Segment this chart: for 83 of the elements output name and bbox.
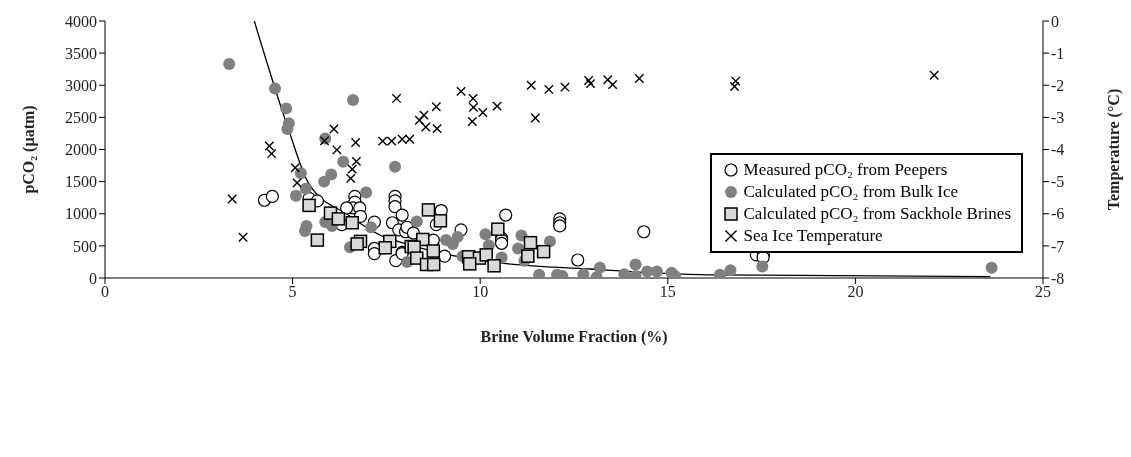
y2-tick-label: -5 bbox=[1051, 173, 1065, 191]
y2-tick-label: -2 bbox=[1051, 76, 1065, 94]
point bbox=[378, 241, 393, 255]
y-tick-label: 4000 bbox=[65, 12, 97, 30]
y2-tick-label: -3 bbox=[1051, 109, 1065, 127]
y2-tick-label: -7 bbox=[1051, 237, 1065, 255]
point bbox=[388, 200, 402, 214]
point bbox=[491, 222, 505, 236]
x-tick-label: 10 bbox=[472, 283, 489, 301]
point bbox=[543, 235, 556, 248]
y-axis-title: pCO₂ (µatm) bbox=[19, 105, 38, 194]
point bbox=[523, 235, 538, 250]
x-tick-label: 5 bbox=[288, 283, 297, 301]
y2-tick-label: -8 bbox=[1051, 269, 1065, 287]
point bbox=[337, 155, 350, 168]
point bbox=[479, 248, 493, 262]
y-tick-label: 2000 bbox=[65, 141, 97, 159]
y-tick-label: 1500 bbox=[65, 173, 97, 191]
point bbox=[433, 214, 448, 228]
point bbox=[298, 225, 311, 238]
point bbox=[985, 261, 998, 274]
point bbox=[347, 94, 360, 107]
x-axis-title: Brine Volume Fraction (%) bbox=[480, 328, 668, 346]
legend-label: Calculated pCO₂ from Sackhole Brines bbox=[743, 204, 1011, 224]
point bbox=[637, 225, 651, 239]
x-tick-label: 25 bbox=[1035, 283, 1051, 301]
point bbox=[345, 216, 360, 230]
point bbox=[426, 257, 441, 272]
point bbox=[629, 258, 642, 271]
point bbox=[223, 58, 236, 71]
y-tick-label: 3500 bbox=[65, 44, 97, 62]
y-tick-label: 1000 bbox=[65, 205, 97, 223]
point bbox=[571, 253, 585, 267]
point bbox=[367, 246, 381, 261]
point bbox=[618, 268, 631, 278]
point bbox=[521, 249, 535, 263]
y2-tick-label: -4 bbox=[1051, 141, 1065, 159]
point bbox=[299, 182, 312, 195]
point bbox=[756, 260, 769, 273]
point bbox=[360, 186, 373, 199]
point bbox=[499, 208, 513, 222]
x-tick-label: 15 bbox=[659, 283, 676, 301]
y-tick-label: 500 bbox=[73, 237, 97, 255]
point bbox=[479, 228, 492, 241]
y-tick-label: 3000 bbox=[65, 76, 97, 94]
point bbox=[462, 257, 477, 271]
y2-tick-label: 0 bbox=[1051, 12, 1059, 30]
point bbox=[426, 244, 441, 258]
point bbox=[340, 201, 354, 215]
point bbox=[350, 237, 364, 251]
point bbox=[289, 189, 302, 202]
x-tick-label: 0 bbox=[101, 283, 109, 301]
point bbox=[536, 244, 551, 259]
y-tick-label: 0 bbox=[89, 269, 97, 287]
legend-label: Measured pCO₂ from Peepers bbox=[743, 160, 948, 180]
point bbox=[410, 215, 423, 228]
point bbox=[724, 264, 737, 277]
legend-label: Calculated pCO₂ from Bulk Ice bbox=[743, 182, 959, 202]
legend-label: Sea Ice Temperature bbox=[743, 226, 883, 246]
point bbox=[487, 259, 501, 273]
point bbox=[713, 268, 726, 278]
y2-axis-title: Temperature (°C) bbox=[1104, 88, 1123, 211]
point bbox=[265, 189, 279, 203]
point bbox=[365, 221, 378, 234]
point bbox=[593, 261, 606, 274]
point bbox=[421, 203, 436, 217]
point bbox=[302, 198, 316, 213]
y2-tick-label: -1 bbox=[1051, 44, 1065, 62]
point bbox=[533, 268, 546, 278]
point bbox=[280, 102, 293, 115]
y-tick-label: 2500 bbox=[65, 109, 97, 127]
x-tick-label: 20 bbox=[847, 283, 864, 301]
point bbox=[310, 233, 325, 247]
point bbox=[268, 82, 281, 95]
point bbox=[446, 237, 459, 250]
point bbox=[437, 249, 452, 263]
point bbox=[389, 160, 402, 173]
point bbox=[331, 212, 346, 226]
y2-tick-label: -6 bbox=[1051, 205, 1065, 223]
point bbox=[294, 167, 307, 180]
point bbox=[318, 175, 331, 188]
point bbox=[577, 268, 590, 278]
point bbox=[395, 208, 409, 222]
